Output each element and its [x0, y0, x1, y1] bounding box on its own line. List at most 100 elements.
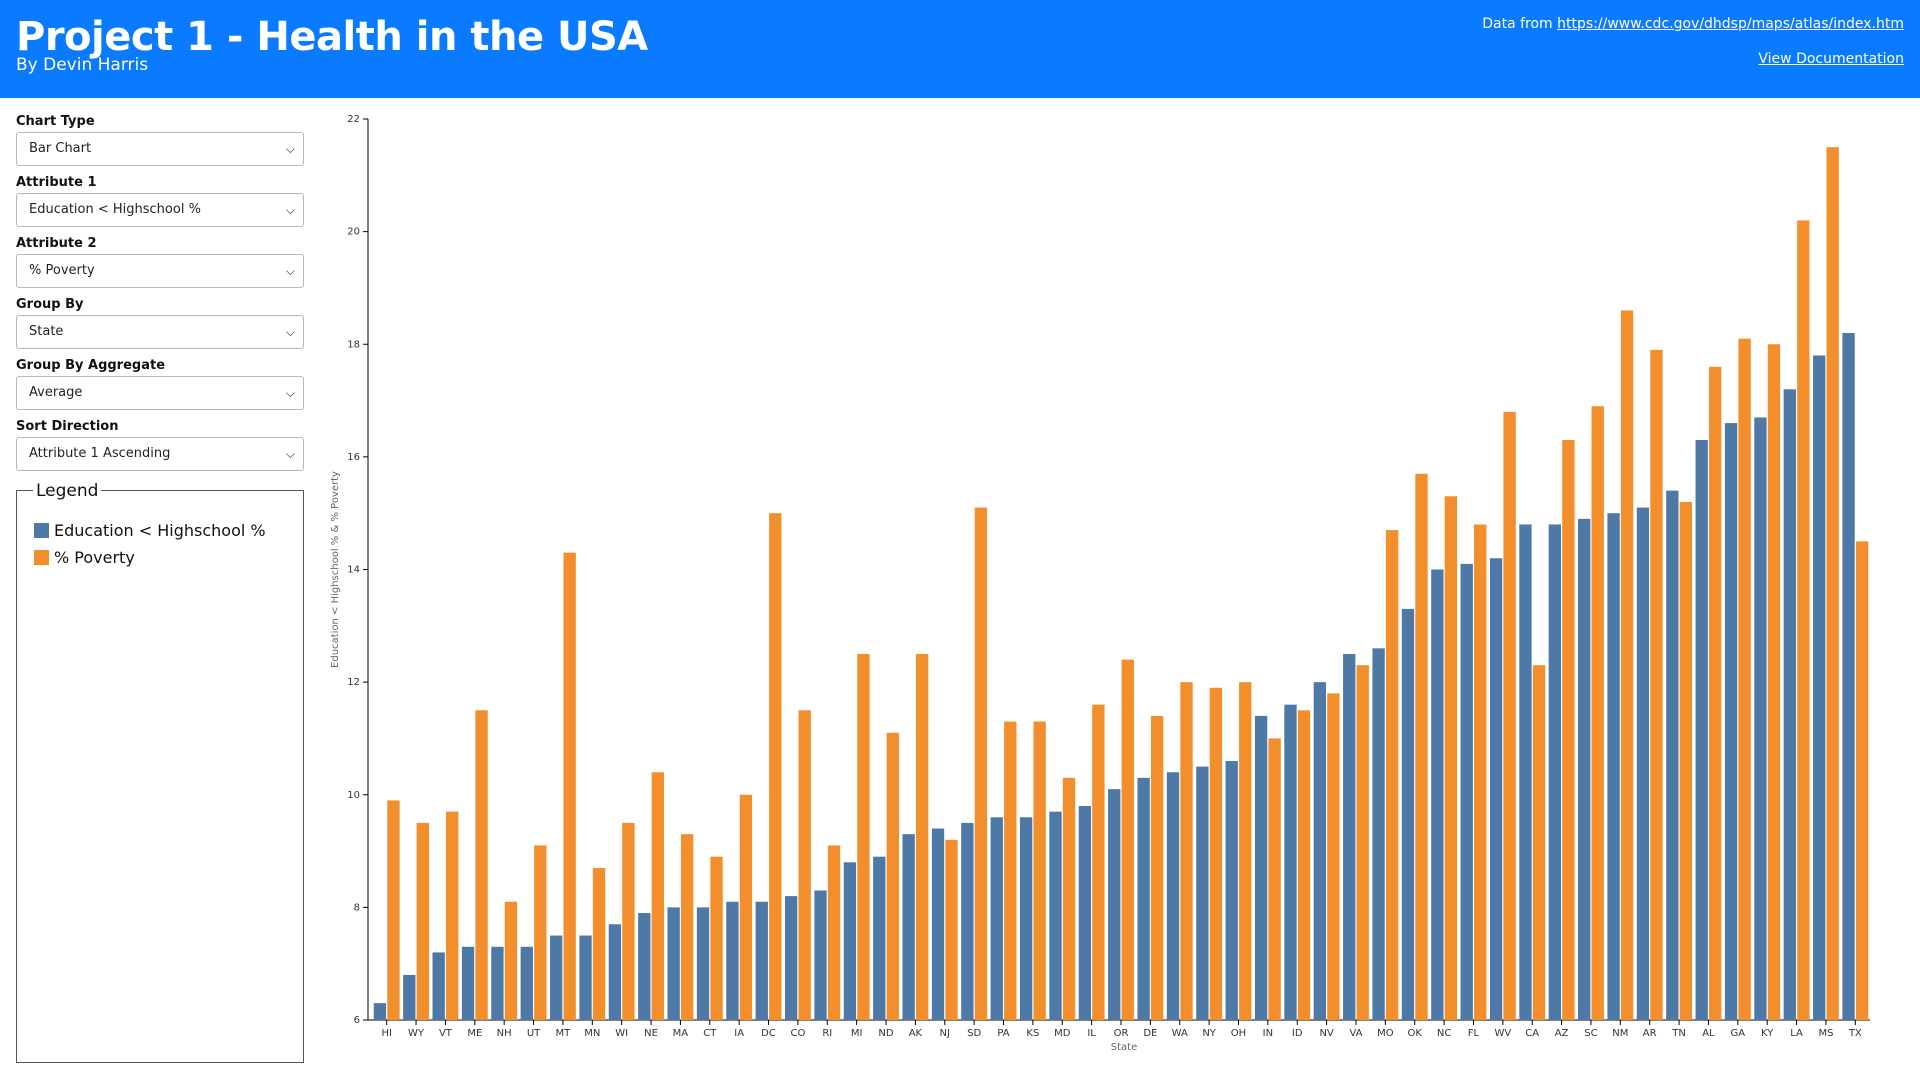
chevron-down-icon: ⌵ [285, 203, 295, 217]
source-link[interactable]: https://www.cdc.gov/dhdsp/maps/atlas/ind… [1557, 16, 1904, 32]
x-tick-label: HI [381, 1028, 391, 1039]
chart-type-select[interactable]: Bar Chart ⌵ [16, 132, 304, 166]
bar-education [1284, 704, 1297, 1020]
bar-education [1754, 417, 1767, 1020]
bar-education [931, 828, 945, 1020]
attribute1-select[interactable]: Education < Highschool % ⌵ [16, 193, 304, 227]
group-by-aggregate-select[interactable]: Average ⌵ [16, 376, 304, 410]
x-tick-label: RI [822, 1028, 832, 1039]
bar-chart: 6 8 10 12 14 16 18 20 22 HI WY VT ME NH UT MT MN WI NE MA CT… [330, 114, 1870, 1053]
bar-poverty [1855, 541, 1869, 1020]
bar-education [1489, 558, 1503, 1020]
x-tick-label: NC [1437, 1028, 1451, 1039]
bar-poverty [1444, 496, 1458, 1020]
x-tick-label: OR [1114, 1028, 1129, 1039]
author-line: By Devin Harris [16, 55, 149, 75]
bar-education [1783, 389, 1796, 1020]
x-tick-label: NE [644, 1028, 658, 1039]
x-tick-label: TX [1848, 1028, 1862, 1039]
bar-education [1078, 806, 1092, 1020]
bar-poverty [1620, 310, 1634, 1020]
bar-poverty [1679, 501, 1693, 1020]
x-tick-label: NJ [940, 1028, 950, 1039]
group-by-value: State [29, 324, 64, 339]
x-tick-label: OK [1408, 1028, 1423, 1039]
bar-poverty [945, 839, 958, 1020]
group-by-select[interactable]: State ⌵ [16, 315, 304, 349]
x-tick-label: AR [1643, 1028, 1657, 1039]
x-tick-label: WI [615, 1028, 628, 1039]
x-tick-label: WA [1172, 1028, 1188, 1039]
x-tick-label: KY [1761, 1028, 1774, 1039]
sort-direction-select[interactable]: Attribute 1 Ascending ⌵ [16, 437, 304, 471]
bar-education [1813, 355, 1826, 1020]
bar-poverty [534, 845, 547, 1020]
bar-education [1401, 608, 1415, 1020]
bar-poverty [1562, 439, 1575, 1020]
bar-poverty [416, 822, 429, 1020]
x-tick-label: UT [527, 1028, 541, 1039]
chevron-down-icon: ⌵ [285, 447, 295, 461]
x-tick-label: IN [1263, 1028, 1273, 1039]
x-tick-label: VT [439, 1028, 453, 1039]
x-tick-label: ID [1292, 1028, 1303, 1039]
legend-label-education: Education < Highschool % [54, 521, 266, 540]
bar-education [1695, 439, 1708, 1020]
x-tick-label: CA [1525, 1028, 1539, 1039]
x-tick-label: MS [1818, 1028, 1833, 1039]
y-tick-label: 20 [347, 227, 360, 238]
bar-education [1519, 524, 1532, 1020]
x-tick-label: DE [1143, 1028, 1157, 1039]
bar-poverty [1092, 704, 1105, 1020]
bar-poverty [915, 653, 929, 1020]
bar-poverty [798, 710, 811, 1020]
legend-swatch-poverty [34, 550, 49, 565]
bar-poverty [1004, 721, 1017, 1020]
bar-education [1578, 518, 1591, 1020]
bar-poverty [857, 653, 870, 1020]
chevron-down-icon: ⌵ [285, 386, 295, 400]
bar-poverty [710, 856, 723, 1020]
controls-panel: Chart Type Bar Chart ⌵ Attribute 1 Educat… [16, 114, 304, 480]
x-tick-label: MO [1377, 1028, 1394, 1039]
bar-poverty [387, 800, 400, 1020]
data-source: Data from https://www.cdc.gov/dhdsp/maps… [1482, 16, 1904, 32]
x-tick-label: PA [997, 1028, 1009, 1039]
attribute2-control: Attribute 2 % Poverty ⌵ [16, 236, 304, 288]
y-tick-label: 22 [347, 114, 360, 125]
bar-education [1225, 760, 1238, 1020]
bar-poverty [1180, 682, 1193, 1020]
bar-education [520, 946, 533, 1020]
y-tick-label: 12 [347, 677, 360, 688]
bar-education [902, 834, 915, 1020]
y-tick-label: 14 [347, 565, 360, 576]
chart-type-control: Chart Type Bar Chart ⌵ [16, 114, 304, 166]
group-by-aggregate-value: Average [29, 385, 83, 400]
bar-poverty [1797, 220, 1810, 1021]
bar-education [1019, 817, 1033, 1020]
bar-poverty [1327, 693, 1340, 1020]
y-tick-label: 18 [347, 339, 360, 350]
x-tick-label: OH [1231, 1028, 1246, 1039]
bar-poverty [592, 867, 606, 1020]
x-tick-label: TN [1671, 1028, 1686, 1039]
bar-education [990, 817, 1003, 1020]
y-tick-label: 8 [354, 902, 360, 913]
bar-education [843, 862, 857, 1020]
bar-poverty [1591, 406, 1604, 1021]
bar-poverty [1268, 738, 1281, 1020]
sort-direction-value: Attribute 1 Ascending [29, 446, 171, 461]
bar-poverty [651, 772, 664, 1020]
bar-education [1842, 332, 1855, 1020]
bar-education [491, 946, 504, 1020]
bar-poverty [1385, 530, 1399, 1020]
chevron-down-icon: ⌵ [285, 264, 295, 278]
bar-poverty [1356, 665, 1369, 1020]
attribute2-select[interactable]: % Poverty ⌵ [16, 254, 304, 288]
documentation-link[interactable]: View Documentation [1758, 51, 1904, 67]
x-tick-label: DC [761, 1028, 776, 1039]
x-tick-label: WV [1494, 1028, 1511, 1039]
x-tick-label: NM [1612, 1028, 1628, 1039]
x-tick-label: NV [1319, 1028, 1333, 1039]
bar-education [403, 974, 416, 1020]
